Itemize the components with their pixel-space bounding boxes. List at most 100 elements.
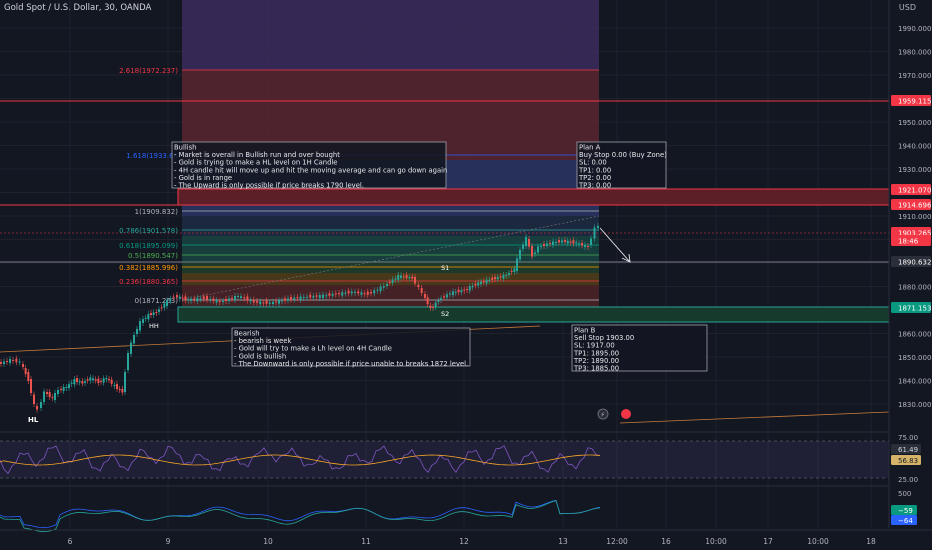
s2-label: S2 xyxy=(441,310,449,318)
rsi-level-label: 25.00 xyxy=(898,476,918,484)
price-tick: 1860.000 xyxy=(898,331,931,339)
resistance-zone[interactable] xyxy=(177,188,890,206)
time-tick: 13 xyxy=(558,537,568,546)
time-tick: 10:00 xyxy=(807,537,829,546)
note-line: Plan B xyxy=(574,327,596,335)
note-line: - Gold is bullish xyxy=(234,352,286,360)
currency-label: USD xyxy=(898,3,916,12)
price-badge[interactable]: 1871.153 xyxy=(891,302,931,313)
price-axis[interactable]: 1990.000 1980.000 1970.000 1950.000 1940.000… xyxy=(888,0,931,528)
fib-level-label: 0.5(1890.547) xyxy=(128,252,178,260)
macd-signal-value: −64 xyxy=(898,517,913,525)
note-line: TP1: 1895.00 xyxy=(573,349,619,357)
bearish-note[interactable]: Bearish- bearish is week- Gold will try … xyxy=(231,327,471,368)
note-line: TP2: 0.00 xyxy=(578,174,611,182)
price-badge[interactable]: 1959.115 xyxy=(891,95,931,106)
trend-line-right[interactable] xyxy=(619,411,890,424)
fib-zone-3 xyxy=(182,262,599,273)
price-badge[interactable]: 18:46 xyxy=(891,235,931,246)
note-line: TP3: 0.00 xyxy=(578,182,611,190)
macd-signal-badge: −64 xyxy=(891,515,917,525)
note-line: - Gold is trying to make a HL level on 1… xyxy=(174,159,337,167)
fib-zone-1 xyxy=(182,216,599,236)
price-badge[interactable]: 1890.632 xyxy=(891,256,931,267)
price-tick: 1840.000 xyxy=(898,378,931,386)
macd-value-badge: −59 xyxy=(891,505,917,515)
fib-level-label: 0.382(1885.996) xyxy=(119,264,178,272)
price-badge-text: 1959.115 xyxy=(898,98,931,106)
hh-label: HH xyxy=(149,322,159,330)
price-badge[interactable]: 1921.070 xyxy=(891,184,931,195)
fib-zone-5 xyxy=(182,285,599,307)
note-line: TP1: 0.00 xyxy=(578,166,611,174)
price-tick: 1850.000 xyxy=(898,354,931,362)
price-tick: 1980.000 xyxy=(898,49,931,57)
rsi-ma-value: 56.83 xyxy=(898,457,918,465)
price-badge-text: 1871.153 xyxy=(898,305,931,313)
time-tick: 12:00 xyxy=(606,537,628,546)
price-badge-text: 18:46 xyxy=(898,238,919,246)
s1-label: S1 xyxy=(441,264,449,272)
note-line: TP3: 1885.00 xyxy=(573,365,619,373)
time-axis[interactable]: 6 9 10 11 12 13 12:00 16 10:00 17 10:00 18 xyxy=(0,529,932,546)
note-line: TP2: 1890.00 xyxy=(573,357,619,365)
rsi-ma-badge: 56.83 xyxy=(891,455,921,465)
macd-signal-line[interactable] xyxy=(0,500,601,533)
macd-level-label: 500 xyxy=(898,490,911,498)
note-line: - Market is overall in Bullish run and o… xyxy=(174,151,340,159)
support-zone[interactable] xyxy=(177,306,890,323)
note-line: Sell Stop 1903.00 xyxy=(574,334,634,342)
price-badge[interactable]: 1914.696 xyxy=(891,199,932,210)
price-tick: 1880.000 xyxy=(898,284,931,292)
price-badge-text: 1890.632 xyxy=(898,259,931,267)
macd-line[interactable] xyxy=(0,499,601,529)
note-line: SL: 0.00 xyxy=(579,159,607,167)
rsi-band xyxy=(0,441,889,478)
fib-level-label: 0.786(1901.578) xyxy=(119,227,178,235)
fib-zone-4 xyxy=(182,273,599,285)
note-line: Bullish xyxy=(174,144,197,152)
note-line: - Gold will try to make a Lh level on 4H… xyxy=(234,345,392,353)
candles[interactable] xyxy=(0,223,599,413)
time-tick: 6 xyxy=(68,537,73,546)
time-tick: 9 xyxy=(166,537,171,546)
time-tick: 11 xyxy=(361,537,371,546)
note-line: - bearish is week xyxy=(234,337,291,345)
price-tick: 1930.000 xyxy=(898,166,931,174)
price-tick: 1910.000 xyxy=(898,213,931,221)
time-tick: 18 xyxy=(866,537,876,546)
price-tick: 1830.000 xyxy=(898,401,931,409)
fib-level-label: 2.618(1972.237) xyxy=(119,67,178,75)
time-tick: 10 xyxy=(263,537,273,546)
rsi-ma-line[interactable] xyxy=(0,454,601,466)
rsi-value-badge: 61.49 xyxy=(891,444,921,454)
lightning-glyph: ⚡ xyxy=(601,412,605,419)
projection-arrow[interactable] xyxy=(599,227,631,263)
note-line: - 4H candle hit will move up and hit the… xyxy=(174,166,447,174)
price-badge-text: 1903.265 xyxy=(898,230,931,238)
bullish-note[interactable]: Bullish- Market is overall in Bullish ru… xyxy=(171,141,447,190)
macd-value: −59 xyxy=(898,507,913,515)
symbol-title[interactable]: Gold Spot / U.S. Dollar, 30, OANDA xyxy=(4,3,152,13)
fib-level-label: 0(1871.263) xyxy=(135,297,179,305)
time-tick: 16 xyxy=(661,537,671,546)
note-line: Bearish xyxy=(234,330,260,338)
time-tick: 12 xyxy=(459,537,469,546)
price-tick: 1940.000 xyxy=(898,143,931,151)
fib-level-label: 1.618(1933.66 xyxy=(126,152,178,160)
rsi-value: 61.49 xyxy=(898,446,918,454)
price-badge-text: 1914.696 xyxy=(898,202,932,210)
news-flag-icon[interactable] xyxy=(621,409,631,419)
price-tick: 1950.000 xyxy=(898,119,931,127)
target-zone-purple xyxy=(182,0,599,70)
note-line: Plan A xyxy=(579,144,601,152)
lightning-icon[interactable] xyxy=(597,408,609,420)
hl-label: HL xyxy=(28,416,39,424)
note-line: Buy Stop 0.00 (Buy Zone) xyxy=(579,151,667,159)
note-line: SL: 1917.00 xyxy=(574,342,615,350)
note-line: - The Upward is only possible if price b… xyxy=(174,182,364,190)
price-badge-text: 1921.070 xyxy=(898,187,931,195)
